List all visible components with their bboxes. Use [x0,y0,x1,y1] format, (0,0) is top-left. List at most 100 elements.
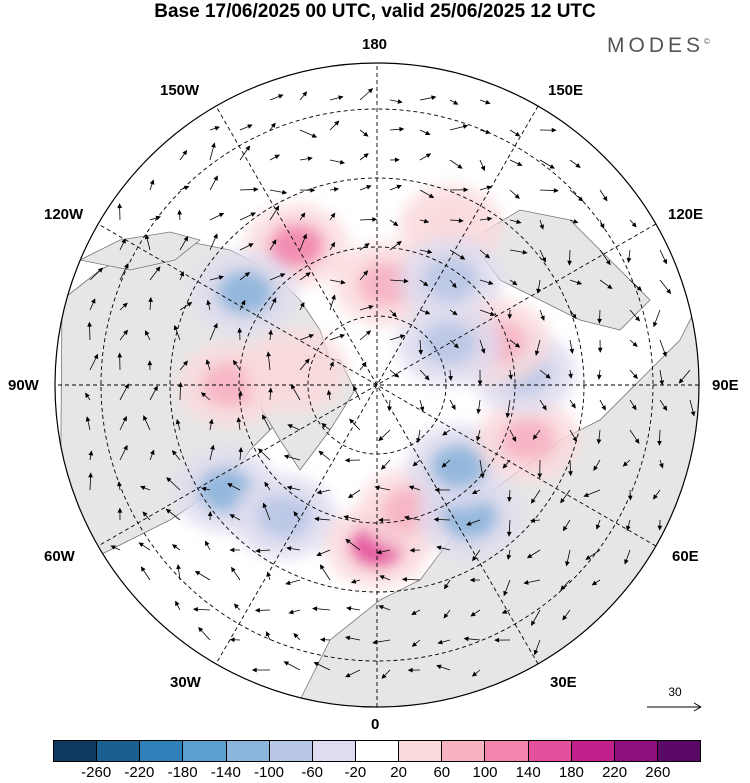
wind-vector-head [205,359,211,365]
polar-map [54,62,700,708]
wind-vector-head [537,473,543,479]
wind-vector-head [412,461,418,467]
wind-vector-head [147,360,153,366]
wind-vector-head [451,404,456,411]
lon-label-150w: 150W [160,82,200,99]
wind-vector-head [353,385,358,391]
wind-vector-head [321,422,327,428]
wind-vector-head [145,330,150,336]
wind-vector-head [514,131,521,137]
wind-vector-head [442,430,448,436]
wind-vector-head [85,416,91,422]
wind-vector-head [149,179,155,185]
wind-vector-head [659,380,665,386]
wind-vector-head [428,193,435,199]
wind-vector-head [264,481,270,488]
wind-vector-head [666,288,672,295]
wind-vector-head [560,585,566,591]
wind-vector-head [411,641,418,647]
wind-vector-head [436,664,442,670]
wind-vector-head [480,348,486,354]
wind-vector-head [411,610,417,616]
wind-vector-head [176,564,181,570]
wind-vector-head [631,404,637,411]
wind-vector-head [153,385,158,391]
wind-vector-head [218,212,225,218]
wind-vector-head [316,489,322,495]
wind-vector-head [488,280,494,285]
wind-vector-head [171,544,178,550]
wind-vector-head [591,580,598,586]
wind-vector-head [539,224,544,230]
wind-vector-head [361,361,367,368]
wind-vector-head [207,511,213,517]
wind-vector-head [363,131,369,137]
wind-vector-head [627,495,633,501]
colorbar-tick-label: 220 [602,764,628,781]
wind-vector-head [344,635,351,641]
wind-vector-head [397,99,403,104]
wind-vector-head [624,559,629,565]
wind-vector-head [122,302,128,308]
wind-vector-head [522,249,528,255]
wind-vector-head [374,485,380,491]
wind-vector-head [183,235,189,242]
wind-vector-head [434,487,440,493]
wind-vector-head [503,590,508,597]
wind-vector-head [476,436,481,442]
wind-vector-head [476,408,482,415]
wind-vector-head [657,525,663,531]
wind-vector-head [622,461,628,467]
colorbar-tick-label: -260 [81,764,112,781]
colorbar-tick-label: 60 [433,764,451,781]
wind-vector-head [274,205,280,211]
wind-vector-head [366,185,372,190]
wind-vector-head [262,414,267,420]
wind-vector-head [254,607,260,613]
wind-vector-head [287,424,293,429]
lon-label-30w: 30W [170,674,201,691]
wind-vector-head [229,514,235,519]
wind-vector-head [593,465,598,472]
wind-vector-head [477,380,483,386]
wind-vector-head [423,218,430,224]
wind-vector-head [424,375,430,381]
colorbar-tick-label: 100 [472,764,498,781]
reference-vector-label: 30 [668,685,682,699]
wind-vector-head [140,566,146,572]
wind-vector-head [213,233,218,239]
wind-vector-head [575,163,581,168]
reference-arrow-icon [647,702,702,712]
wind-vector-head [124,263,129,269]
wind-vector-head [462,124,469,129]
wind-vector-head [367,88,374,94]
colorbar-swatch [355,741,400,761]
colorbar-swatch [140,741,184,761]
wind-vector-head [425,153,432,158]
wind-vector-head [560,498,566,504]
wind-vector-head [218,275,225,280]
wind-vector-head [457,163,463,169]
wind-vector-head [236,416,242,423]
anomaly-core [500,418,557,463]
wind-vector-head [418,349,424,355]
wind-vector-head [232,359,238,366]
wind-vector-head [394,157,400,163]
wind-vector-head [381,673,387,679]
wind-vector-head [419,406,425,412]
wind-vector-head [329,361,334,367]
wind-vector-head [514,342,521,348]
wind-vector-head [363,270,369,276]
wind-vector-head [529,518,536,523]
colorbar-tick-label: -180 [167,764,198,781]
wind-vector-head [247,124,253,129]
wind-vector-head [293,511,299,517]
wind-vector-head [532,434,538,440]
wind-vector-head [401,577,407,582]
wind-vector-head [451,282,457,289]
wind-vector-head [533,649,539,656]
wind-vector-head [266,351,271,357]
wind-vector-head [117,507,123,513]
wind-vector-head [597,318,602,324]
wind-vector-head [280,273,286,278]
